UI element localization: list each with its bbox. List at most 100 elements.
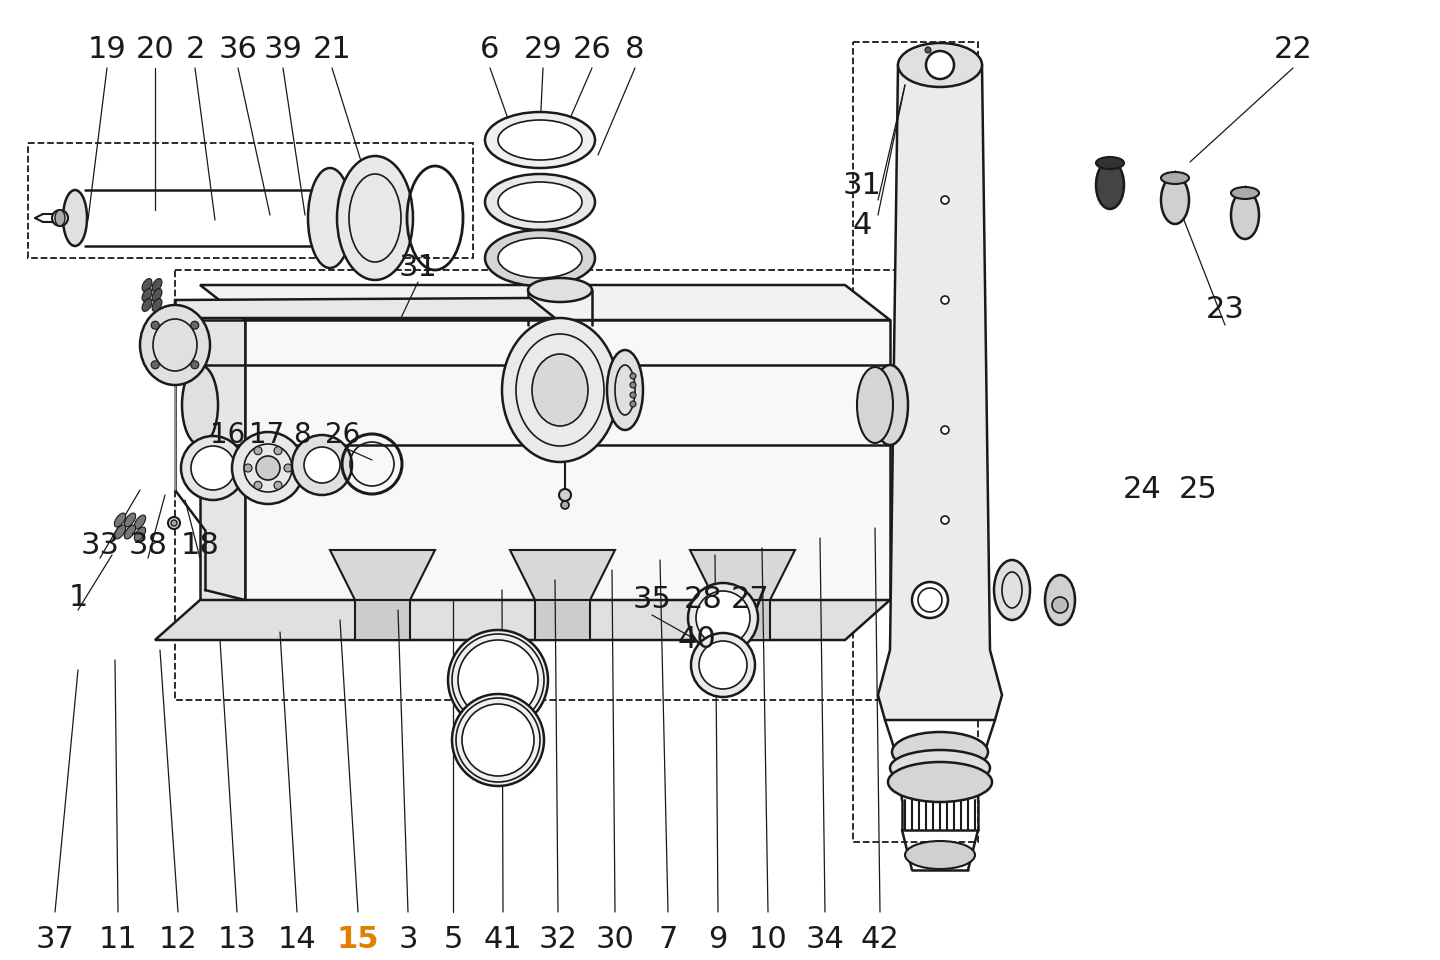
Polygon shape xyxy=(200,285,890,320)
Text: 15: 15 xyxy=(337,925,379,954)
Ellipse shape xyxy=(1161,172,1189,184)
Circle shape xyxy=(631,382,636,388)
Text: 4: 4 xyxy=(852,210,871,239)
Circle shape xyxy=(562,501,569,509)
Circle shape xyxy=(192,446,235,490)
Ellipse shape xyxy=(994,560,1030,620)
Ellipse shape xyxy=(498,238,582,278)
Ellipse shape xyxy=(1096,161,1125,209)
Text: 6: 6 xyxy=(481,36,500,64)
Text: 19: 19 xyxy=(88,36,127,64)
Circle shape xyxy=(924,47,932,53)
Ellipse shape xyxy=(337,156,413,280)
Ellipse shape xyxy=(498,120,582,160)
Circle shape xyxy=(940,516,949,524)
Circle shape xyxy=(52,210,68,226)
Text: 2: 2 xyxy=(186,36,204,64)
Ellipse shape xyxy=(890,750,991,786)
Text: 18: 18 xyxy=(180,531,219,560)
Circle shape xyxy=(292,435,351,495)
Ellipse shape xyxy=(63,190,86,246)
Text: 31: 31 xyxy=(842,171,881,200)
Ellipse shape xyxy=(343,200,350,206)
Text: 3: 3 xyxy=(399,925,418,954)
Ellipse shape xyxy=(124,525,135,539)
Circle shape xyxy=(274,446,282,455)
Text: 7: 7 xyxy=(658,925,678,954)
Text: 34: 34 xyxy=(805,925,844,954)
Text: 1: 1 xyxy=(68,583,88,612)
Circle shape xyxy=(232,432,304,504)
Text: 21: 21 xyxy=(312,36,351,64)
Text: 31: 31 xyxy=(399,253,438,282)
Circle shape xyxy=(256,456,279,480)
Polygon shape xyxy=(510,550,615,600)
Text: 36: 36 xyxy=(219,36,258,64)
Polygon shape xyxy=(690,550,795,600)
Text: 11: 11 xyxy=(98,925,137,954)
Text: 40: 40 xyxy=(678,626,716,655)
Ellipse shape xyxy=(608,350,644,430)
Ellipse shape xyxy=(888,762,992,802)
Circle shape xyxy=(696,591,750,645)
Polygon shape xyxy=(536,600,590,640)
Circle shape xyxy=(171,520,177,526)
Ellipse shape xyxy=(498,182,582,222)
Ellipse shape xyxy=(343,220,350,226)
Ellipse shape xyxy=(1161,176,1189,224)
Circle shape xyxy=(151,361,160,369)
Circle shape xyxy=(151,322,160,329)
Circle shape xyxy=(304,447,340,483)
Ellipse shape xyxy=(153,278,161,292)
Bar xyxy=(852,42,978,842)
Text: 38: 38 xyxy=(128,531,167,560)
Circle shape xyxy=(253,481,262,490)
Ellipse shape xyxy=(343,210,350,216)
Ellipse shape xyxy=(485,174,595,230)
Ellipse shape xyxy=(343,232,350,238)
Text: 24: 24 xyxy=(1123,475,1162,505)
Circle shape xyxy=(168,517,180,529)
Circle shape xyxy=(190,361,199,369)
Text: 26: 26 xyxy=(325,421,360,449)
Circle shape xyxy=(688,583,757,653)
Text: 23: 23 xyxy=(1205,296,1244,324)
Ellipse shape xyxy=(134,516,145,529)
Text: 37: 37 xyxy=(36,925,75,954)
Text: 32: 32 xyxy=(539,925,577,954)
Polygon shape xyxy=(176,298,554,318)
Ellipse shape xyxy=(873,365,909,445)
Circle shape xyxy=(462,704,534,776)
Text: 33: 33 xyxy=(81,531,120,560)
Circle shape xyxy=(631,373,636,379)
Ellipse shape xyxy=(1045,575,1076,625)
Polygon shape xyxy=(245,320,890,600)
Polygon shape xyxy=(200,320,245,600)
Text: 17: 17 xyxy=(249,421,285,449)
Ellipse shape xyxy=(124,513,135,527)
Ellipse shape xyxy=(528,278,592,302)
Ellipse shape xyxy=(531,354,588,426)
Bar xyxy=(176,270,940,700)
Ellipse shape xyxy=(503,318,618,462)
Circle shape xyxy=(912,582,948,618)
Circle shape xyxy=(190,322,199,329)
Circle shape xyxy=(181,436,245,500)
Circle shape xyxy=(926,51,953,79)
Text: 8: 8 xyxy=(294,421,311,449)
Text: 25: 25 xyxy=(1178,475,1217,505)
Circle shape xyxy=(284,464,292,472)
Ellipse shape xyxy=(55,210,65,226)
Ellipse shape xyxy=(857,367,893,443)
Circle shape xyxy=(940,296,949,304)
Bar xyxy=(27,143,472,258)
Ellipse shape xyxy=(143,278,153,292)
Ellipse shape xyxy=(1231,191,1259,239)
Polygon shape xyxy=(878,65,1002,720)
Ellipse shape xyxy=(485,230,595,286)
Circle shape xyxy=(940,426,949,434)
Ellipse shape xyxy=(308,168,351,268)
Circle shape xyxy=(698,641,747,689)
Circle shape xyxy=(243,464,252,472)
Circle shape xyxy=(1053,597,1068,613)
